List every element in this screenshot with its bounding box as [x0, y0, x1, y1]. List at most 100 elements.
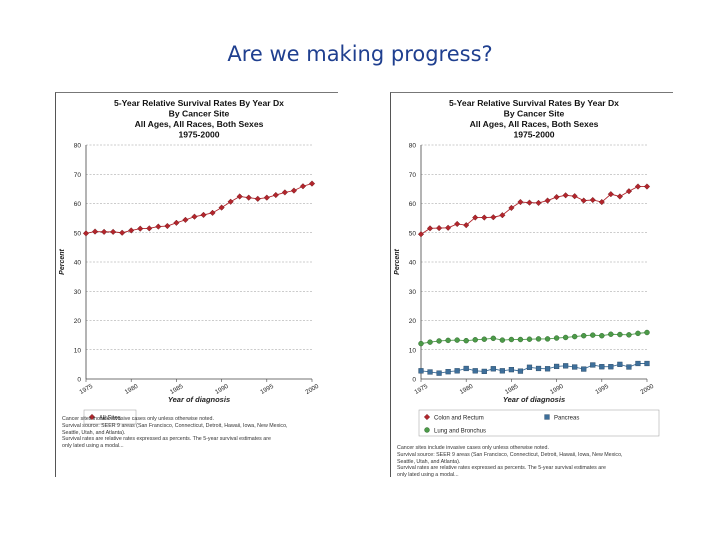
series-line [85, 183, 313, 234]
legend-marker [424, 427, 430, 433]
series-lung-and-bronchus [418, 329, 650, 347]
x-tick-label: 1985 [169, 383, 185, 396]
data-point [454, 368, 460, 374]
chart-title: 5-Year Relative Survival Rates By Year D… [449, 98, 619, 140]
data-point [418, 368, 424, 374]
x-tick-label: 1980 [459, 383, 475, 396]
data-point [164, 222, 171, 230]
data-point [571, 193, 578, 200]
data-point [91, 228, 99, 235]
chart-panel-by-site: 5-Year Relative Survival Rates By Year D… [390, 92, 673, 479]
legend-marker [423, 413, 431, 421]
data-point [490, 335, 497, 342]
data-point [599, 333, 605, 339]
data-point [616, 193, 623, 200]
data-point [517, 368, 524, 374]
x-tick-label: 1975 [413, 383, 429, 396]
y-tick-label: 40 [74, 260, 82, 267]
x-tick-label: 2000 [304, 383, 320, 396]
y-tick-label: 10 [74, 347, 82, 354]
data-point [227, 198, 234, 205]
chart-footnote: Cancer sites include invasive cases only… [62, 416, 288, 450]
survival-chart-by-site: 5-Year Relative Survival Rates By Year D… [394, 98, 660, 437]
y-tick-label: 60 [409, 201, 417, 208]
chart-title: 5-Year Relative Survival Rates By Year D… [114, 98, 284, 140]
data-point [119, 229, 126, 236]
data-point [644, 360, 650, 367]
legend-box [418, 409, 660, 437]
data-point [608, 364, 614, 370]
legend-box [83, 409, 137, 425]
data-point [626, 332, 632, 338]
data-point [426, 225, 434, 232]
y-tick-label: 30 [74, 289, 82, 296]
data-point [517, 336, 524, 343]
data-point [417, 231, 425, 238]
data-point [236, 193, 243, 200]
data-point [635, 360, 641, 367]
chart-footnote: Cancer sites include invasive cases only… [397, 445, 623, 479]
data-point [544, 336, 551, 342]
y-tick-label: 0 [412, 377, 416, 384]
data-point [308, 180, 316, 187]
x-tick-label: 1995 [594, 383, 610, 396]
data-point [526, 336, 533, 342]
y-axis-label: Percent [59, 248, 66, 274]
data-point [445, 224, 452, 231]
data-point [427, 369, 433, 375]
data-point [128, 227, 135, 234]
data-point [499, 368, 505, 374]
data-point [571, 333, 578, 340]
data-point [608, 331, 614, 337]
data-point [572, 364, 578, 370]
data-point [599, 364, 605, 370]
x-tick-label: 2000 [639, 383, 655, 396]
chart-title-line: 5-Year Relative Survival Rates By Year D… [449, 98, 619, 108]
slide-title: Are we making progress? [227, 42, 493, 66]
data-point [463, 365, 469, 372]
data-point [445, 369, 451, 375]
data-point [191, 213, 198, 220]
data-point [553, 193, 560, 201]
data-point [535, 199, 542, 206]
y-tick-label: 70 [409, 172, 417, 179]
data-point [499, 212, 506, 219]
data-point [490, 366, 496, 372]
chart-title-line: All Ages, All Races, Both Sexes [470, 119, 599, 129]
data-point [100, 228, 108, 235]
data-point [617, 331, 623, 338]
data-point [490, 214, 497, 221]
chart-panel-all-sites: 5-Year Relative Survival Rates By Year D… [55, 92, 338, 477]
legend-marker [544, 414, 550, 420]
y-tick-label: 50 [409, 230, 417, 237]
y-tick-label: 80 [409, 143, 417, 150]
data-point [481, 336, 487, 342]
legend-label: All Sites [99, 415, 121, 421]
data-point [625, 188, 633, 195]
data-point [481, 214, 488, 221]
y-tick-label: 0 [77, 377, 81, 384]
data-point [517, 198, 524, 206]
legend-label: Colon and Rectum [434, 415, 484, 421]
y-tick-label: 70 [74, 172, 82, 179]
legend-label: Lung and Bronchus [434, 428, 486, 434]
data-point [617, 361, 623, 367]
series-pancreas [418, 360, 650, 376]
data-point [544, 366, 551, 372]
data-point [435, 224, 443, 232]
data-point [635, 330, 641, 337]
data-point [436, 338, 442, 344]
chart-title-line: 1975-2000 [513, 130, 554, 140]
data-point [562, 334, 569, 341]
chart-title-line: 5-Year Relative Survival Rates By Year D… [114, 98, 284, 108]
data-point [553, 335, 560, 341]
data-point [472, 337, 478, 343]
data-point [508, 204, 515, 211]
data-point [281, 189, 288, 196]
x-tick-label: 1990 [549, 383, 565, 396]
data-point [137, 225, 144, 232]
y-tick-label: 10 [409, 347, 417, 354]
data-point [218, 204, 225, 211]
chart-title-line: All Ages, All Races, Both Sexes [135, 119, 264, 129]
data-point [580, 197, 587, 204]
